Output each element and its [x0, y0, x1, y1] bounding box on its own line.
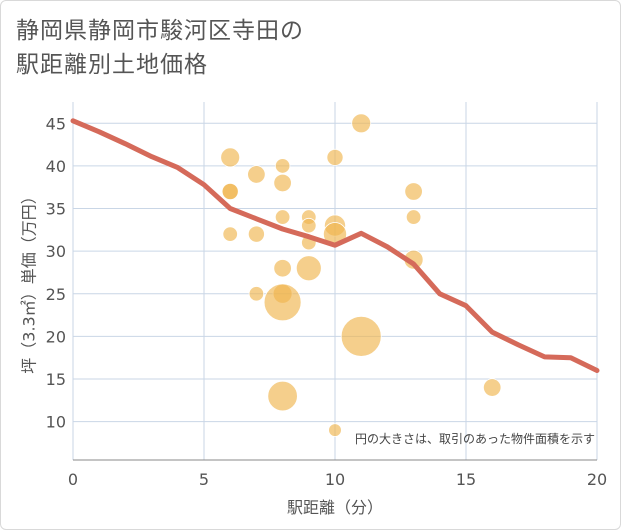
y-axis-label: 坪（3.3㎡）単価（万円）	[20, 188, 39, 373]
bubble-point	[247, 165, 266, 184]
title-line-2: 駅距離別土地価格	[16, 52, 208, 78]
x-tick-label: 0	[68, 470, 78, 489]
bubble-point	[274, 209, 291, 225]
bubble-point	[273, 173, 292, 193]
x-tick-label: 20	[587, 470, 607, 489]
bubble-point	[326, 148, 344, 166]
bubble-point	[273, 259, 292, 278]
bubble-point	[405, 209, 422, 225]
bubble-point	[267, 380, 298, 412]
bubble-point	[483, 378, 502, 397]
y-tick-label: 45	[46, 114, 66, 133]
bubble-point	[221, 182, 239, 200]
chart-title: 静岡県静岡市駿河区寺田の 駅距離別土地価格	[16, 14, 576, 82]
y-tick-label: 25	[46, 285, 66, 304]
y-tick-label: 20	[46, 327, 66, 346]
bubble-point	[328, 423, 342, 437]
bubble-point	[301, 217, 317, 234]
bubble-point	[351, 113, 372, 134]
x-tick-label: 15	[456, 470, 476, 489]
x-tick-label: 5	[199, 470, 209, 489]
bubble-point	[263, 283, 302, 322]
bubble-point	[247, 225, 265, 243]
x-axis-label: 駅距離（分）	[287, 498, 383, 517]
bubble-point	[274, 158, 291, 174]
size-note: 円の大きさは、取引のあった物件面積を示す	[355, 431, 595, 446]
bubble-point	[340, 316, 382, 357]
title-line-1: 静岡県静岡市駿河区寺田の	[16, 18, 304, 44]
y-tick-label: 40	[46, 157, 66, 176]
bubble-point	[222, 226, 238, 242]
trend-line-group	[70, 118, 600, 373]
y-tick-label: 30	[46, 242, 66, 261]
bubble-point	[404, 182, 423, 201]
bubbles	[220, 113, 502, 437]
tick-labels: 0 5 10 15 20 10 15 20 25 30 35 40 45	[46, 114, 608, 489]
bubble-point	[248, 286, 265, 302]
trend-line	[70, 118, 600, 373]
y-tick-label: 35	[46, 200, 66, 219]
x-tick-label: 10	[325, 470, 345, 489]
bubble-point	[295, 255, 322, 282]
bubble-point	[220, 147, 241, 168]
y-tick-label: 10	[46, 413, 66, 432]
y-tick-label: 15	[46, 370, 66, 389]
